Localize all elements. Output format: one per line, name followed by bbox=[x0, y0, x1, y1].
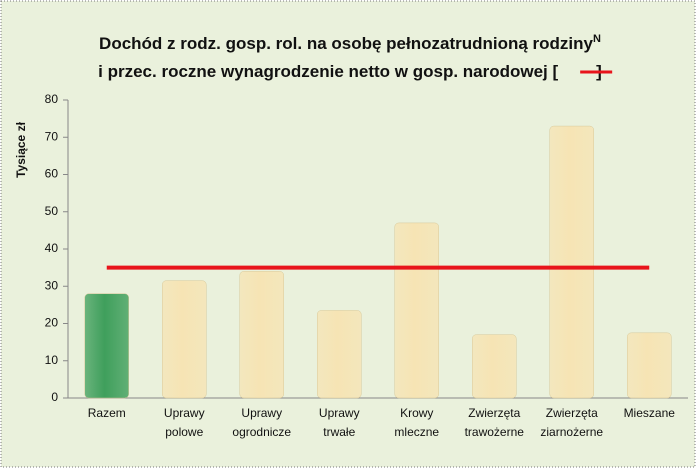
y-tick-label: 40 bbox=[45, 241, 59, 255]
y-axis-label: Tysiące zł bbox=[14, 121, 28, 177]
bar bbox=[84, 293, 129, 399]
y-tick-label: 80 bbox=[45, 92, 59, 106]
y-tick-label: 70 bbox=[45, 129, 59, 143]
bar bbox=[162, 280, 207, 399]
y-tick-label: 0 bbox=[51, 390, 58, 404]
y-tick-label: 50 bbox=[45, 204, 59, 218]
x-tick-label: ziarnożerne bbox=[540, 425, 603, 439]
x-tick-label: trwałe bbox=[323, 425, 355, 439]
x-tick-label: Zwierzęta bbox=[468, 406, 520, 420]
x-tick-label: Zwierzęta bbox=[546, 406, 598, 420]
y-tick-label: 60 bbox=[45, 167, 59, 181]
bar bbox=[472, 334, 517, 399]
title-line: i przec. roczne wynagrodzenie netto w go… bbox=[98, 62, 558, 81]
x-tick-label: Uprawy bbox=[319, 406, 360, 420]
x-tick-label: polowe bbox=[165, 425, 203, 439]
bar bbox=[317, 310, 362, 399]
y-tick-label: 20 bbox=[45, 316, 59, 330]
x-tick-label: Mieszane bbox=[624, 406, 676, 420]
x-tick-label: Razem bbox=[88, 406, 126, 420]
x-tick-label: Uprawy bbox=[241, 406, 282, 420]
y-tick-label: 10 bbox=[45, 353, 59, 367]
x-tick-label: ogrodnicze bbox=[232, 425, 291, 439]
bar bbox=[239, 271, 284, 399]
bar bbox=[549, 125, 594, 399]
x-tick-label: mleczne bbox=[394, 425, 439, 439]
bar bbox=[394, 222, 439, 399]
chart-title: Dochód z rodz. gosp. rol. na osobę pełno… bbox=[99, 33, 601, 54]
x-tick-label: Krowy bbox=[400, 406, 433, 420]
y-tick-label: 30 bbox=[45, 278, 59, 292]
x-tick-label: Uprawy bbox=[164, 406, 205, 420]
x-tick-label: trawożerne bbox=[465, 425, 525, 439]
title-superscript: N bbox=[593, 33, 601, 45]
chart-title: i przec. roczne wynagrodzenie netto w go… bbox=[98, 62, 602, 81]
title-line: Dochód z rodz. gosp. rol. na osobę pełno… bbox=[99, 34, 593, 53]
bar bbox=[627, 332, 672, 399]
